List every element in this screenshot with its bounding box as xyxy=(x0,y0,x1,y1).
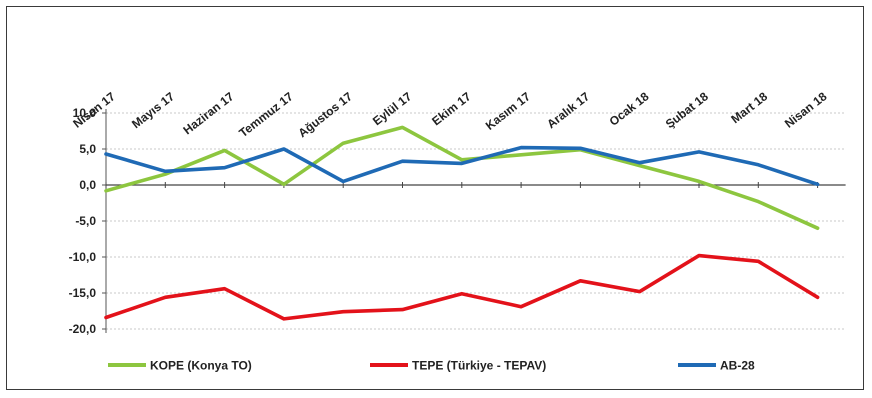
axes xyxy=(102,109,846,333)
legend-label: KOPE (Konya TO) xyxy=(150,359,252,373)
y-tick-label: -15,0 xyxy=(69,286,97,300)
x-tick-label: Ocak 18 xyxy=(607,89,652,129)
legend: KOPE (Konya TO) TEPE (Türkiye - TEPAV) AB-… xyxy=(108,359,755,373)
series-lines xyxy=(104,125,820,321)
x-tick-label: Ekim 17 xyxy=(429,89,474,128)
y-tick-label: -20,0 xyxy=(69,322,97,336)
legend-label: TEPE (Türkiye - TEPAV) xyxy=(412,359,546,373)
y-tick-label: 0,0 xyxy=(79,178,96,192)
x-tick-label: Kasım 17 xyxy=(483,89,533,133)
series-line-1 xyxy=(104,253,820,321)
legend-label: AB-28 xyxy=(720,359,755,373)
series-line-2 xyxy=(104,145,820,187)
x-tick-labels: Nisan 17 Mayıs 17 Haziran 17 Temmuz 17 Ağust… xyxy=(70,89,829,140)
y-tick-labels: 10,0 5,0 0,0 -5,0 -10,0 -15,0 -20,0 xyxy=(69,106,97,336)
x-tick-label: Temmuz 17 xyxy=(236,89,296,140)
x-tick-label: Eylül 17 xyxy=(370,89,415,128)
y-tick-label: 10,0 xyxy=(73,106,97,120)
x-tick-label: Ağustos 17 xyxy=(295,89,355,140)
x-tick-label: Mart 18 xyxy=(728,89,770,126)
y-tick-label: 5,0 xyxy=(79,142,96,156)
x-tick-label: Aralık 17 xyxy=(544,89,592,131)
x-tick-label: Nisan 18 xyxy=(782,89,830,131)
x-tick-label: Şubat 18 xyxy=(663,89,711,131)
x-tick-label: Haziran 17 xyxy=(181,89,237,137)
chart-frame xyxy=(6,6,864,390)
y-tick-label: -5,0 xyxy=(75,214,96,228)
x-tick-label: Mayıs 17 xyxy=(129,89,177,131)
series-line-0 xyxy=(104,125,820,230)
y-tick-label: -10,0 xyxy=(69,250,97,264)
